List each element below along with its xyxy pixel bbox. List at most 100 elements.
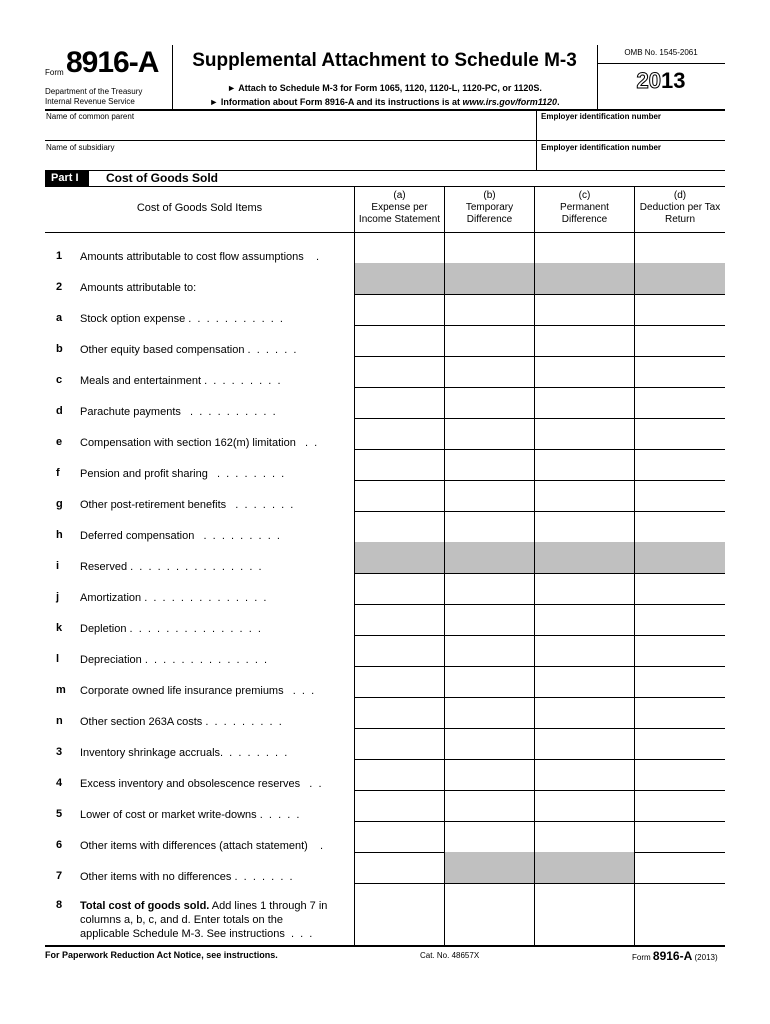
line-4-col-d-field[interactable] — [634, 759, 725, 790]
line-l-col-d-field[interactable] — [634, 635, 725, 666]
line-8-label: Total cost of goods sold. Add lines 1 th… — [80, 900, 328, 940]
line-d-col-b-field[interactable] — [444, 387, 534, 418]
line-5-col-d-field[interactable] — [634, 790, 725, 821]
line-h-col-a-field[interactable] — [354, 511, 444, 542]
line-k-col-d-field[interactable] — [634, 604, 725, 635]
line-f-col-a-field[interactable] — [354, 449, 444, 480]
line-c-col-b-field[interactable] — [444, 356, 534, 387]
line-number: c — [56, 374, 63, 386]
line-3-col-d-field[interactable] — [634, 728, 725, 759]
line-label: Pension and profit sharing . . . . . . .… — [80, 468, 285, 480]
line-g-col-b-field[interactable] — [444, 480, 534, 511]
line-n-col-d-field[interactable] — [634, 697, 725, 728]
line-number: k — [56, 622, 63, 634]
line-label: Inventory shrinkage accruals. . . . . . … — [80, 747, 288, 759]
line-k-col-c-field[interactable] — [534, 604, 634, 635]
line-j-col-d-field[interactable] — [634, 573, 725, 604]
line-n-col-a-field[interactable] — [354, 697, 444, 728]
line-b-col-d-field[interactable] — [634, 325, 725, 356]
ein-label-1: Employer identification number — [541, 112, 662, 121]
line-l-col-b-field[interactable] — [444, 635, 534, 666]
line-8-col-a-field[interactable] — [354, 883, 444, 945]
line-m-col-b-field[interactable] — [444, 666, 534, 697]
line-label: Meals and entertainment . . . . . . . . … — [80, 375, 281, 387]
attach-instruction: ► Attach to Schedule M-3 for Form 1065, … — [227, 83, 542, 93]
line-7-col-a-field[interactable] — [354, 852, 444, 883]
line-a-col-b-field[interactable] — [444, 294, 534, 325]
line-4-col-b-field[interactable] — [444, 759, 534, 790]
line-j-col-b-field[interactable] — [444, 573, 534, 604]
line-6-col-c-field[interactable] — [534, 821, 634, 852]
line-a-col-c-field[interactable] — [534, 294, 634, 325]
ein-field-1[interactable] — [537, 111, 725, 140]
line-c-col-d-field[interactable] — [634, 356, 725, 387]
line-number: m — [56, 684, 66, 696]
line-1-col-b-field[interactable] — [444, 232, 534, 263]
line-d-col-c-field[interactable] — [534, 387, 634, 418]
ein-label-2: Employer identification number — [541, 143, 662, 152]
line-1-col-c-field[interactable] — [534, 232, 634, 263]
line-4-col-a-field[interactable] — [354, 759, 444, 790]
line-8-col-d-field[interactable] — [634, 883, 725, 945]
line-k-col-b-field[interactable] — [444, 604, 534, 635]
line-g-col-c-field[interactable] — [534, 480, 634, 511]
line-e-col-b-field[interactable] — [444, 418, 534, 449]
line-b-col-c-field[interactable] — [534, 325, 634, 356]
line-a-col-d-field[interactable] — [634, 294, 725, 325]
irs-url-link[interactable]: www.irs.gov/form1120 — [462, 97, 558, 107]
line-3-col-a-field[interactable] — [354, 728, 444, 759]
line-f-col-b-field[interactable] — [444, 449, 534, 480]
line-5-col-b-field[interactable] — [444, 790, 534, 821]
column-d-header: (d) Deduction per Tax Return — [639, 190, 721, 225]
line-g-col-d-field[interactable] — [634, 480, 725, 511]
subsidiary-field[interactable] — [45, 141, 535, 170]
line-a-col-a-field[interactable] — [354, 294, 444, 325]
line-3-col-b-field[interactable] — [444, 728, 534, 759]
cat-number: Cat. No. 48657X — [420, 951, 480, 960]
line-8-col-b-field[interactable] — [444, 883, 534, 945]
line-j-col-a-field[interactable] — [354, 573, 444, 604]
line-k-col-a-field[interactable] — [354, 604, 444, 635]
line-c-col-a-field[interactable] — [354, 356, 444, 387]
line-n-col-b-field[interactable] — [444, 697, 534, 728]
line-label: Other post-retirement benefits . . . . .… — [80, 499, 294, 511]
line-number: g — [56, 498, 63, 510]
line-4-col-c-field[interactable] — [534, 759, 634, 790]
line-1-col-a-field[interactable] — [354, 232, 444, 263]
line-e-col-d-field[interactable] — [634, 418, 725, 449]
line-g-col-a-field[interactable] — [354, 480, 444, 511]
line-m-col-d-field[interactable] — [634, 666, 725, 697]
line-l-col-c-field[interactable] — [534, 635, 634, 666]
common-parent-field[interactable] — [45, 111, 535, 140]
line-n-col-c-field[interactable] — [534, 697, 634, 728]
line-j-col-c-field[interactable] — [534, 573, 634, 604]
line-h-col-c-field[interactable] — [534, 511, 634, 542]
line-7-col-d-field[interactable] — [634, 852, 725, 883]
line-b-col-a-field[interactable] — [354, 325, 444, 356]
line-6-col-a-field[interactable] — [354, 821, 444, 852]
line-e-col-a-field[interactable] — [354, 418, 444, 449]
line-f-col-d-field[interactable] — [634, 449, 725, 480]
line-6-col-b-field[interactable] — [444, 821, 534, 852]
line-b-col-b-field[interactable] — [444, 325, 534, 356]
line-8-col-c-field[interactable] — [534, 883, 634, 945]
line-l-col-a-field[interactable] — [354, 635, 444, 666]
line-3-col-c-field[interactable] — [534, 728, 634, 759]
ein-field-2[interactable] — [537, 141, 725, 170]
line-m-col-c-field[interactable] — [534, 666, 634, 697]
line-h-col-d-field[interactable] — [634, 511, 725, 542]
line-c-col-c-field[interactable] — [534, 356, 634, 387]
line-5-col-c-field[interactable] — [534, 790, 634, 821]
line-e-col-c-field[interactable] — [534, 418, 634, 449]
line-d-col-d-field[interactable] — [634, 387, 725, 418]
line-f-col-c-field[interactable] — [534, 449, 634, 480]
line-1-col-d-field[interactable] — [634, 232, 725, 263]
line-6-col-d-field[interactable] — [634, 821, 725, 852]
form-label: Form — [45, 68, 64, 77]
line-label: Corporate owned life insurance premiums … — [80, 685, 315, 697]
line-number: 7 — [56, 870, 63, 882]
line-5-col-a-field[interactable] — [354, 790, 444, 821]
line-d-col-a-field[interactable] — [354, 387, 444, 418]
line-h-col-b-field[interactable] — [444, 511, 534, 542]
line-m-col-a-field[interactable] — [354, 666, 444, 697]
